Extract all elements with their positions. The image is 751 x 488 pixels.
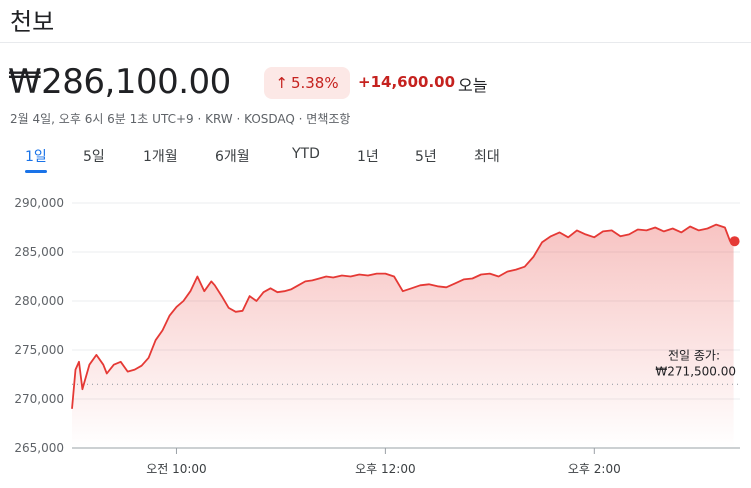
tab-max[interactable]: 최대 <box>474 149 500 165</box>
quote-meta: 2월 4일, 오후 6시 6분 1초 UTC+9 · KRW · KOSDAQ … <box>10 112 351 126</box>
range-tabs: 1일 5일 1개월 6개월 YTD 1년 5년 최대 <box>0 146 751 174</box>
x-tick-label: 오전 10:00 <box>146 462 206 476</box>
x-tick-label: 오후 12:00 <box>355 462 415 476</box>
price-line <box>71 223 734 409</box>
y-tick-label: 270,000 <box>14 392 64 406</box>
y-tick-label: 290,000 <box>14 196 64 210</box>
stock-title: 천보 <box>10 8 55 36</box>
y-tick-label: 285,000 <box>14 245 64 259</box>
tab-5y[interactable]: 5년 <box>415 149 437 165</box>
current-price: ₩286,100.00 <box>8 62 231 102</box>
previous-close-value: ₩271,500.00 <box>655 364 736 378</box>
price-area <box>72 224 734 448</box>
price-chart[interactable]: 290,000 285,000 280,000 275,000 270,000 265,0… <box>0 180 751 488</box>
last-price-dot <box>729 236 740 247</box>
tab-1m[interactable]: 1개월 <box>143 149 178 165</box>
y-tick-label: 275,000 <box>14 343 64 357</box>
x-axis: 오전 10:00 오후 12:00 오후 2:00 <box>146 448 621 476</box>
tab-1d[interactable]: 1일 <box>25 149 47 165</box>
tab-1y[interactable]: 1년 <box>357 149 379 165</box>
change-percent-badge: ↑ 5.38% <box>264 67 350 99</box>
y-tick-label: 265,000 <box>14 441 64 455</box>
y-tick-label: 280,000 <box>14 294 64 308</box>
tab-6m[interactable]: 6개월 <box>215 149 250 165</box>
tab-5d[interactable]: 5일 <box>83 149 105 165</box>
change-amount: +14,600.00 <box>358 73 456 91</box>
active-tab-underline <box>25 170 47 173</box>
previous-close-label: 전일 종가: <box>668 348 720 362</box>
arrow-up-icon: ↑ <box>275 74 288 92</box>
tab-ytd[interactable]: YTD <box>292 146 320 162</box>
header-divider <box>0 42 751 43</box>
change-percent: 5.38% <box>290 74 339 92</box>
y-axis: 290,000 285,000 280,000 275,000 270,000 265,0… <box>14 196 64 455</box>
today-label: 오늘 <box>458 76 488 95</box>
x-tick-label: 오후 2:00 <box>568 462 621 476</box>
